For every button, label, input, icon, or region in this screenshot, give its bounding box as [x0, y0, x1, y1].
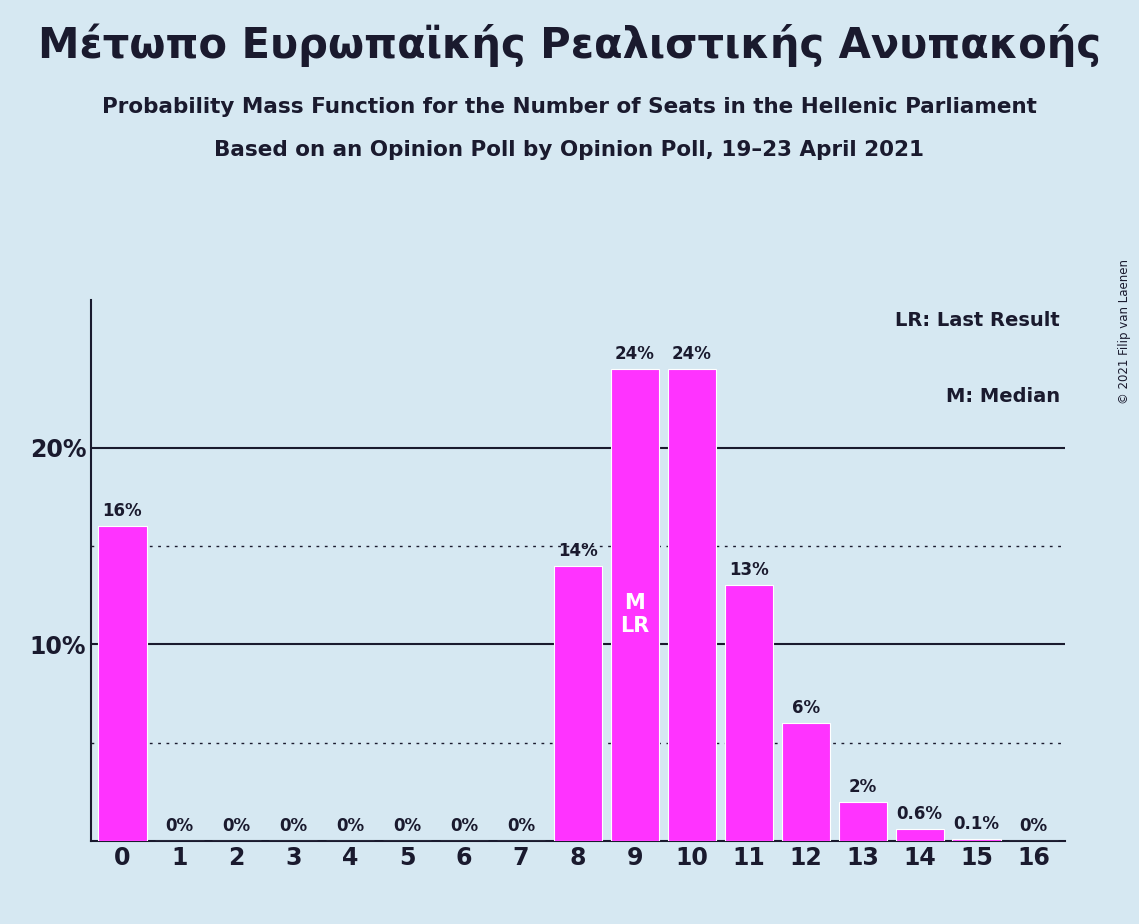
Text: M: Median: M: Median [947, 387, 1060, 406]
Text: 0%: 0% [1019, 817, 1048, 835]
Text: M
LR: M LR [621, 593, 649, 636]
Text: 0%: 0% [393, 817, 421, 835]
Bar [895, 829, 944, 841]
Bar [611, 369, 659, 841]
Text: 16%: 16% [103, 503, 142, 520]
Text: 0.6%: 0.6% [896, 805, 943, 823]
Bar [781, 723, 830, 841]
Text: Probability Mass Function for the Number of Seats in the Hellenic Parliament: Probability Mass Function for the Number… [103, 97, 1036, 117]
Text: LR: Last Result: LR: Last Result [895, 311, 1060, 330]
Text: Μέτωπο Ευρωπαϊκής Ρεαλιστικής Ανυπακοής: Μέτωπο Ευρωπαϊκής Ρεαλιστικής Ανυπακοής [38, 23, 1101, 67]
Text: 2%: 2% [849, 778, 877, 796]
Text: 0%: 0% [507, 817, 535, 835]
Bar [98, 527, 147, 841]
Text: 0%: 0% [450, 817, 478, 835]
Text: 0%: 0% [222, 817, 251, 835]
Text: 6%: 6% [792, 699, 820, 717]
Bar [554, 565, 603, 841]
Text: 14%: 14% [558, 541, 598, 560]
Bar [724, 585, 773, 841]
Text: 13%: 13% [729, 562, 769, 579]
Bar [952, 839, 1001, 841]
Bar [838, 801, 887, 841]
Text: 0.1%: 0.1% [953, 815, 1000, 833]
Bar [667, 369, 716, 841]
Text: 24%: 24% [672, 346, 712, 363]
Text: 0%: 0% [336, 817, 364, 835]
Text: Based on an Opinion Poll by Opinion Poll, 19–23 April 2021: Based on an Opinion Poll by Opinion Poll… [214, 140, 925, 161]
Text: 24%: 24% [615, 346, 655, 363]
Text: 0%: 0% [279, 817, 308, 835]
Text: 0%: 0% [165, 817, 194, 835]
Text: © 2021 Filip van Laenen: © 2021 Filip van Laenen [1118, 259, 1131, 404]
